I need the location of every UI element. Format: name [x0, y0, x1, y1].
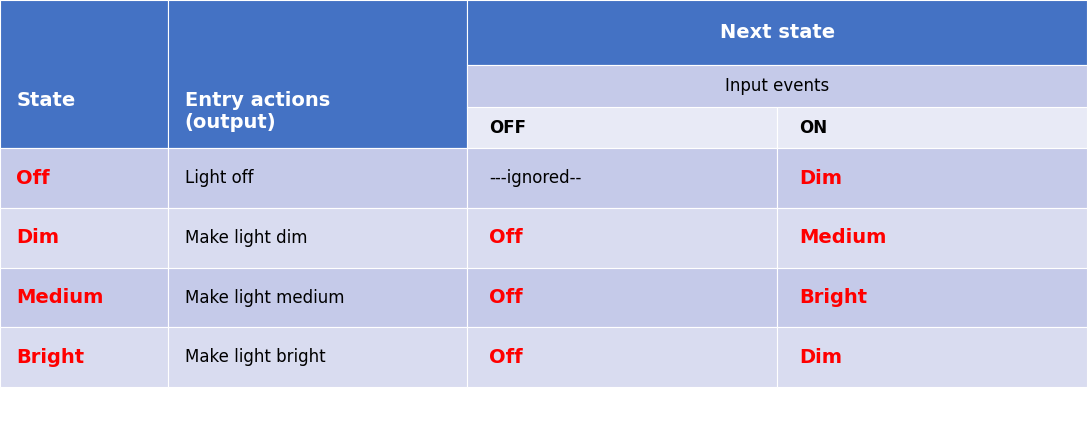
Bar — [467, 148, 777, 208]
Text: Dim: Dim — [799, 169, 842, 187]
Text: OFF: OFF — [489, 119, 526, 137]
Bar — [0, 148, 168, 208]
Bar — [0, 208, 168, 268]
Text: Light off: Light off — [185, 169, 253, 187]
Bar — [777, 108, 1087, 148]
Bar — [0, 268, 168, 327]
Bar — [467, 327, 777, 387]
Text: Bright: Bright — [799, 288, 867, 307]
Text: Bright: Bright — [16, 348, 85, 367]
Bar — [467, 0, 1087, 64]
Text: Dim: Dim — [799, 348, 842, 367]
Bar — [0, 327, 168, 387]
Bar — [168, 327, 467, 387]
Bar — [168, 148, 467, 208]
Text: ON: ON — [799, 119, 827, 137]
Bar — [467, 208, 777, 268]
Bar — [777, 268, 1087, 327]
Text: Off: Off — [489, 288, 523, 307]
Bar — [467, 108, 777, 148]
Bar — [467, 64, 1087, 108]
Text: Off: Off — [489, 228, 523, 247]
Bar — [777, 327, 1087, 387]
Text: Dim: Dim — [16, 228, 60, 247]
Text: Off: Off — [16, 169, 50, 187]
Text: Off: Off — [489, 348, 523, 367]
Text: Entry actions
(output): Entry actions (output) — [185, 92, 330, 132]
Text: Input events: Input events — [725, 77, 829, 95]
Text: Medium: Medium — [799, 228, 886, 247]
Text: Make light bright: Make light bright — [185, 348, 325, 366]
Bar — [467, 268, 777, 327]
Bar — [168, 208, 467, 268]
Text: Next state: Next state — [720, 23, 835, 42]
Bar — [777, 148, 1087, 208]
Text: Make light dim: Make light dim — [185, 229, 308, 247]
Text: State: State — [16, 92, 76, 111]
Bar — [168, 0, 467, 148]
Text: Medium: Medium — [16, 288, 103, 307]
Bar — [0, 0, 168, 148]
Bar — [168, 268, 467, 327]
Bar — [777, 208, 1087, 268]
Text: ---ignored--: ---ignored-- — [489, 169, 582, 187]
Text: Make light medium: Make light medium — [185, 289, 345, 307]
